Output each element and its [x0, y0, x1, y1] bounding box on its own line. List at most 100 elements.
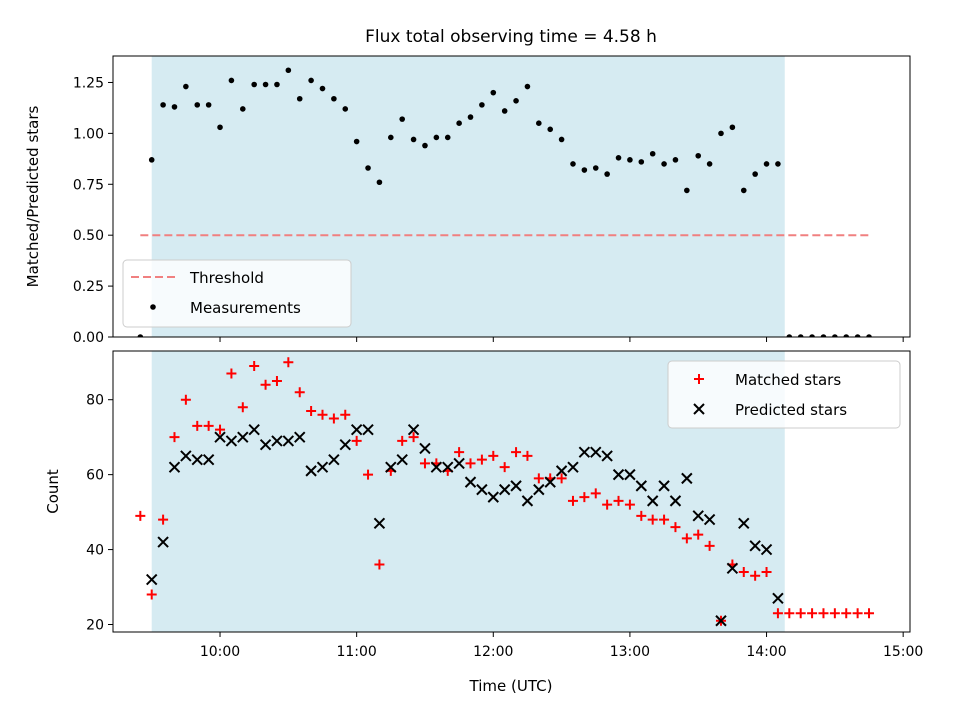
- matched-star-point: [636, 510, 647, 521]
- top-panel: 0.00 0.25 0.50 0.75 1.00 1.25 Matched/Predicte…: [24, 55, 911, 346]
- predicted-star-point: [635, 480, 648, 492]
- predicted-star-point: [498, 483, 511, 496]
- matched-star-point: [488, 450, 499, 461]
- predicted-star-point: [703, 513, 716, 526]
- predicted-star-point: [396, 453, 408, 466]
- measurement-point: [296, 95, 303, 102]
- predicted-star-point: [225, 435, 238, 447]
- matched-star-point: [818, 608, 829, 619]
- predicted-star-point: [362, 423, 374, 436]
- predicted-star-point: [590, 446, 602, 458]
- matched-star-point: [158, 514, 169, 525]
- matched-star-point: [590, 488, 601, 499]
- matched-star-point: [306, 405, 317, 416]
- measurement-point: [615, 155, 622, 161]
- predicted-star-point: [316, 461, 329, 473]
- measurement-point: [274, 81, 280, 88]
- predicted-star-point: [373, 517, 386, 530]
- predicted-star-point: [259, 438, 272, 451]
- measurement-point: [331, 95, 337, 102]
- matched-star-point: [294, 387, 305, 398]
- predicted-star-point: [658, 480, 670, 492]
- predicted-star-point: [738, 517, 750, 530]
- measurement-point: [171, 104, 178, 110]
- measurement-point: [422, 142, 428, 149]
- matched-star-point: [864, 608, 875, 619]
- measurement-point: [479, 102, 485, 108]
- measurement-point: [866, 334, 872, 337]
- matched-star-point: [647, 514, 658, 525]
- predicted-star-point: [294, 431, 306, 443]
- measurement-point: [205, 102, 212, 108]
- x-tick-label: 15:00: [883, 644, 923, 660]
- matched-star-point: [397, 435, 408, 446]
- matched-star-point: [693, 529, 704, 540]
- measurement-point: [262, 81, 269, 88]
- matched-star-point: [374, 559, 385, 570]
- measurement-point: [581, 167, 588, 173]
- matched-star-point: [351, 435, 362, 446]
- legend: Matched stars Predicted stars: [667, 360, 901, 429]
- y-tick-label: 60: [86, 468, 104, 484]
- matched-star-point: [271, 375, 282, 386]
- predicted-star-point: [191, 453, 203, 466]
- matched-star-point: [704, 540, 715, 551]
- measurement-point: [490, 89, 497, 96]
- legend-label-predicted: Predicted stars: [735, 401, 847, 419]
- predicted-star-point: [180, 450, 192, 462]
- bottom-panel: 10:00 11:00 12:00 13:00 14:00 15:00 20 40 60 80 Co…: [44, 350, 923, 660]
- predicted-star-point: [168, 461, 181, 473]
- legend-box: [667, 360, 901, 429]
- matched-star-point: [533, 473, 544, 484]
- predicted-star-point: [453, 457, 465, 470]
- matched-star-point: [135, 510, 146, 521]
- measurement-point: [684, 187, 690, 194]
- measurement-point: [592, 165, 599, 171]
- predicted-star-point: [442, 461, 454, 473]
- measurement-point: [342, 106, 349, 112]
- measurement-point: [467, 114, 474, 120]
- measurement-point: [729, 124, 736, 131]
- matched-star-point: [260, 379, 271, 390]
- predicted-star-point: [555, 465, 568, 477]
- predicted-star-point: [567, 461, 579, 473]
- measurement-point: [843, 334, 850, 337]
- matched-star-point: [750, 570, 761, 581]
- measurement-point: [365, 165, 371, 171]
- y-tick-label: 0.50: [73, 228, 104, 244]
- predicted-star-point: [772, 592, 784, 604]
- predicted-star-point: [202, 453, 215, 466]
- legend-box: [122, 259, 352, 328]
- matched-star-point: [499, 462, 510, 473]
- measurement-point: [433, 134, 440, 141]
- y-tick-label: 0.25: [73, 279, 104, 295]
- predicted-star-point: [282, 435, 295, 447]
- predicted-star-point: [339, 438, 351, 451]
- plot-area: [137, 67, 872, 337]
- matched-star-point: [476, 454, 487, 465]
- matched-star-point: [659, 514, 670, 525]
- plot-area: [135, 357, 875, 627]
- measurement-point: [740, 187, 747, 194]
- measurement-point: [627, 157, 633, 163]
- legend: Threshold Measurements: [122, 259, 352, 328]
- predicted-star-point: [533, 483, 545, 496]
- measurement-point: [604, 171, 610, 177]
- predicted-star-point: [248, 423, 260, 436]
- y-tick-label: 1.00: [73, 126, 104, 142]
- predicted-star-point: [692, 510, 704, 522]
- legend-matched-swatch: [694, 374, 704, 384]
- matched-star-point: [761, 567, 772, 578]
- predicted-star-point: [419, 442, 431, 455]
- predicted-star-point: [385, 461, 397, 473]
- measurement-point: [820, 334, 827, 337]
- matched-star-point: [795, 608, 806, 619]
- matched-star-point: [283, 357, 294, 368]
- matched-star-point: [852, 608, 863, 619]
- measurement-point: [388, 134, 394, 141]
- y-tick-label: 0.00: [73, 330, 104, 346]
- matched-star-point: [613, 495, 624, 506]
- measurement-point: [194, 102, 201, 108]
- measurement-point: [718, 130, 724, 137]
